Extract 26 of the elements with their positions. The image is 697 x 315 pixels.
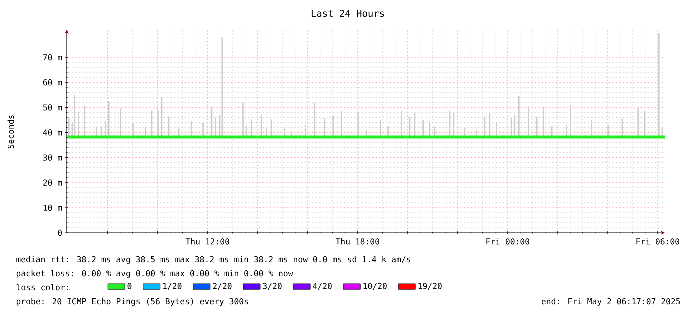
y-tick-label: 50 m	[43, 104, 62, 111]
y-axis-title: Seconds	[8, 116, 14, 149]
y-tick-label: 20 m	[44, 180, 62, 186]
legend-title: loss color:	[16, 284, 68, 291]
y-tick-label: 70 m	[43, 54, 62, 61]
legend-label: 4/20	[313, 283, 332, 290]
x-tick-label: Thu 18:00	[336, 238, 380, 245]
text: end: Fri May 2 06:17:07 2025	[542, 298, 680, 306]
y-tick-label: 40 m	[43, 130, 62, 136]
legend-label: 3/20	[263, 283, 282, 290]
text: packet loss: 0.00 % avg 0.00 % max 0.00 % min 0.00 % now	[16, 270, 294, 278]
legend-label: 2/20	[213, 283, 232, 290]
x-tick-label: Thu 12:00	[186, 238, 230, 245]
chart-title: Last 24 Hours	[312, 10, 384, 18]
x-tick-label: Fri 00:00	[486, 238, 530, 245]
legend-label: 19/20	[418, 283, 442, 290]
legend-label: 1/20	[164, 283, 182, 290]
y-tick-label: 10 m	[44, 204, 62, 212]
legend-label: 0	[128, 283, 132, 290]
y-tick-label: 30 m	[43, 154, 62, 161]
y-tick-label: 60 m	[43, 80, 62, 86]
text: probe: 20 ICMP Echo Pings (56 Bytes) every 300s	[16, 298, 248, 306]
x-tick-label: Fri 06:00	[636, 238, 680, 245]
legend-label: 10/20	[364, 283, 387, 290]
text: median rtt: 38.2 ms avg 38.5 ms max 38.2 ms min 38.2 ms now 0.0 ms sd 1.4 k am/s	[16, 256, 410, 264]
y-tick-label: 0	[58, 230, 62, 236]
